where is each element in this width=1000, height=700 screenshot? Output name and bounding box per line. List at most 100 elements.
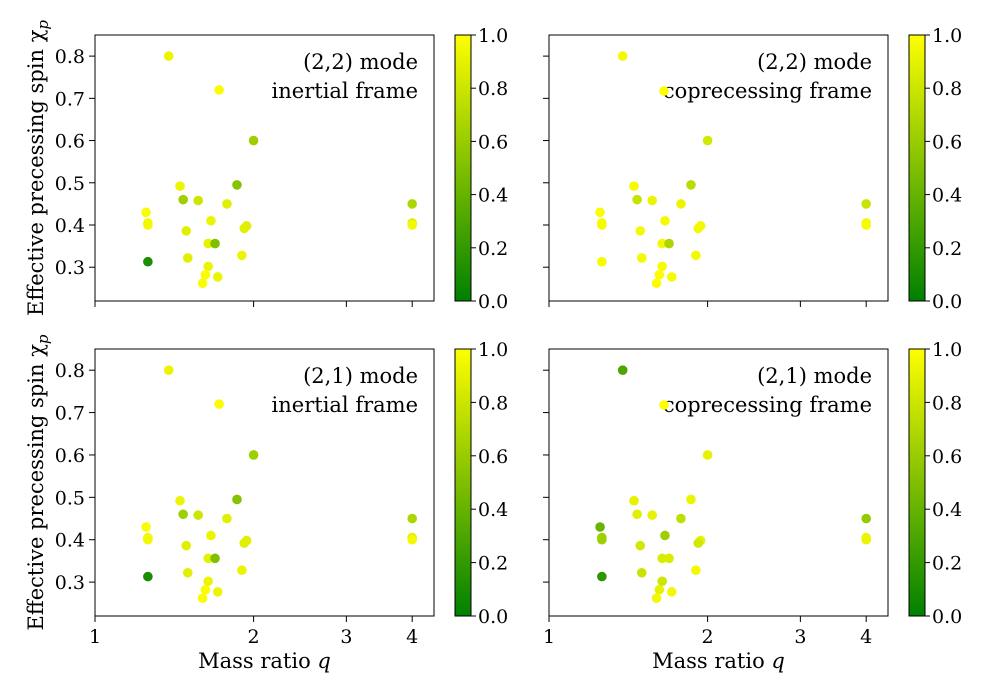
colorbar-tick-label: 0.4 [932, 499, 962, 521]
data-point [206, 215, 216, 226]
x-tick-label: 3 [794, 626, 806, 648]
mode-label: (2,2) mode [757, 50, 872, 74]
data-point [660, 530, 670, 541]
data-point [691, 565, 701, 576]
y-axis-label: Effective precessing spin χp [24, 20, 52, 316]
data-point [597, 220, 607, 230]
colorbar-tick-label: 0.6 [478, 446, 508, 468]
colorbar-tick-label: 0.6 [478, 131, 508, 153]
y-tick-label: 0.7 [55, 88, 85, 110]
data-point [175, 181, 185, 191]
data-point [629, 495, 639, 506]
colorbar-tick-label: 0.2 [478, 238, 508, 260]
data-point [197, 593, 208, 603]
x-tick-label: 2 [702, 626, 714, 648]
y-tick-label: 0.8 [55, 46, 85, 68]
data-point [141, 522, 151, 532]
data-point [861, 220, 871, 230]
data-point [632, 509, 642, 520]
data-point [212, 587, 223, 597]
frame-label: inertial frame [272, 393, 418, 417]
colorbar-tick-label: 0.4 [478, 185, 508, 207]
data-point [657, 261, 667, 272]
data-point [693, 223, 704, 234]
data-point [203, 261, 213, 272]
colorbar-tick-label: 0.2 [478, 553, 508, 575]
colorbar-tick-label: 1.0 [932, 25, 962, 47]
data-point [181, 540, 192, 551]
x-tick-label: 1 [543, 626, 555, 648]
data-point [178, 509, 188, 520]
frame-label: coprecessing frame [663, 393, 872, 417]
data-point [407, 220, 417, 230]
y-tick-label: 0.7 [55, 403, 85, 425]
data-point [214, 399, 224, 409]
data-point [654, 270, 665, 280]
axes-frame [548, 34, 889, 302]
data-point [676, 199, 686, 209]
data-point [676, 513, 686, 524]
colorbar-tick-label: 1.0 [478, 339, 508, 361]
colorbar [908, 34, 926, 302]
data-point [651, 593, 662, 603]
data-point [222, 199, 232, 209]
data-point [617, 365, 628, 375]
colorbar-tick-label: 0.2 [932, 238, 962, 260]
colorbar [454, 34, 472, 302]
colorbar-tick-label: 1.0 [478, 25, 508, 47]
data-point [143, 534, 153, 545]
x-tick-label: 3 [340, 626, 352, 648]
x-tick-label: 4 [860, 626, 872, 648]
data-point [407, 513, 417, 524]
colorbar-tick-label: 0.2 [932, 553, 962, 575]
data-point [237, 250, 247, 261]
data-point [660, 215, 670, 226]
y-tick-label: 0.5 [55, 487, 85, 509]
colorbar-tick-label: 0.0 [478, 606, 508, 628]
data-point [232, 494, 242, 505]
colorbar-tick-label: 0.8 [478, 392, 508, 414]
data-point [193, 195, 204, 206]
x-tick-label: 4 [406, 626, 418, 648]
data-point [143, 571, 153, 582]
data-point [647, 510, 658, 520]
data-point [666, 272, 677, 282]
panel-top-right: (2,2) mode coprecessing frame 0.0 0.2 0.4 0.6… [543, 25, 962, 313]
mode-label: (2,1) mode [303, 364, 418, 388]
data-point [197, 278, 208, 289]
mode-label: (2,2) mode [303, 50, 418, 74]
colorbar [908, 348, 926, 617]
data-point [163, 51, 174, 61]
data-point [597, 256, 607, 267]
data-point [200, 270, 211, 280]
data-point [206, 530, 216, 541]
panel-bottom-right: 1 2 3 4 Mass ratio q (2,1) mode coprecessing f… [543, 339, 962, 673]
data-point [203, 238, 213, 249]
data-point [212, 272, 223, 282]
data-point [182, 567, 193, 578]
data-point [654, 584, 665, 595]
data-point [597, 534, 607, 545]
colorbar-tick-label: 0.0 [932, 291, 962, 313]
data-point [595, 522, 605, 532]
data-point [210, 553, 220, 564]
axes-frame [94, 34, 435, 302]
data-point [686, 180, 696, 190]
data-point [237, 565, 247, 576]
data-point [210, 238, 220, 249]
data-point [200, 584, 211, 595]
data-point [693, 538, 704, 548]
colorbar-tick-label: 0.8 [478, 78, 508, 100]
data-point [193, 510, 204, 520]
colorbar-tick-label: 1.0 [932, 339, 962, 361]
colorbar-tick-label: 0.4 [478, 499, 508, 521]
y-tick-label: 0.3 [55, 257, 85, 279]
y-axis-label: Effective precessing spin χp [24, 334, 52, 630]
frame-label: coprecessing frame [663, 79, 872, 103]
colorbar [454, 348, 472, 617]
data-point [861, 534, 871, 545]
frame-label: inertial frame [272, 79, 418, 103]
axes-frame [94, 348, 435, 617]
data-point [629, 181, 639, 191]
